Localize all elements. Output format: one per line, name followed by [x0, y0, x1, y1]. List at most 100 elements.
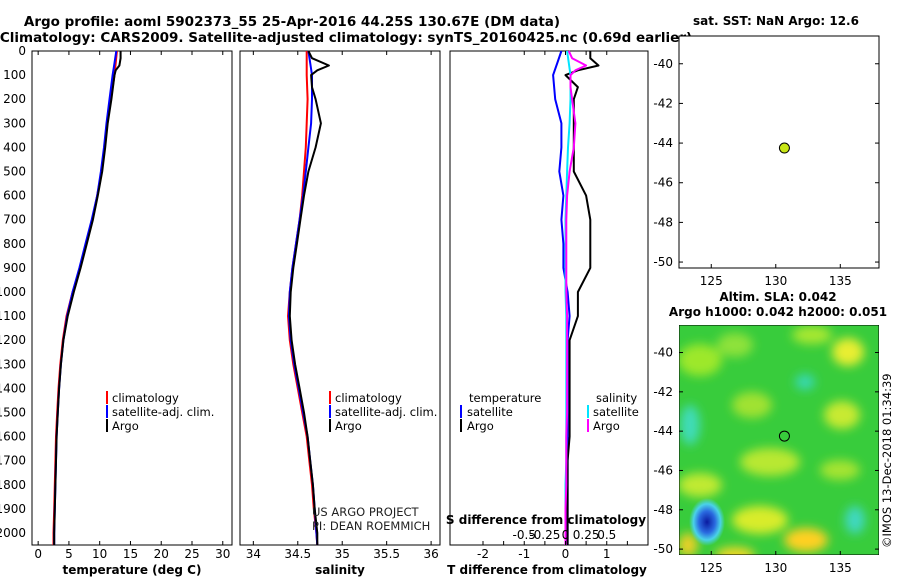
credit-project: US ARGO PROJECT [312, 505, 420, 519]
depth-tick-label: 600 [3, 189, 26, 203]
map-y-tick-label: -46 [653, 176, 673, 190]
depth-tick-label: 1700 [0, 454, 26, 468]
imos-timestamp: ©IMOS 13-Dec-2018 01:34:39 [880, 373, 894, 548]
depth-tick-label: 500 [3, 164, 26, 178]
legend-s-satellite-label: satellite [593, 405, 639, 419]
temperature-x-label: temperature (deg C) [63, 563, 202, 577]
sla-patch [679, 473, 722, 497]
map-y-tick-label: -48 [653, 215, 673, 229]
map-y-tick-label: -50 [653, 542, 673, 556]
title-line-1: Argo profile: aoml 5902373_55 25-Apr-201… [24, 14, 560, 30]
sla-patch [820, 460, 860, 480]
s-diff-tick-label: -0.25 [529, 528, 560, 542]
depth-axis: 0 100 200 300 400 500 600 700 800 900 1000 1100 1200… [0, 44, 648, 540]
sla-patch [679, 344, 722, 376]
map-x-tick-label: 135 [829, 274, 852, 288]
map-y-tick-label: -46 [653, 463, 673, 477]
sst-map: sat. SST: NaN Argo: 12.6 125 130 135 -40 -42… [653, 14, 880, 288]
credit-pi: PI: DEAN ROEMMICH [312, 519, 430, 533]
depth-tick-label: 1900 [0, 502, 26, 516]
series-line-argo [53, 51, 122, 545]
temperature-tick-label: 20 [154, 547, 169, 561]
difference-plot-frame [449, 50, 649, 546]
legend-t-argo-label: Argo [467, 419, 494, 433]
sla-patch [740, 448, 800, 476]
salinity-tick-label: 34.5 [284, 547, 311, 561]
s-diff-tick-label: 0 [562, 528, 570, 542]
legend-climatology-label: climatology [112, 391, 179, 405]
depth-tick-label: 1200 [0, 333, 26, 347]
temperature-plot-frame [31, 50, 233, 546]
map-y-tick-label: -40 [653, 346, 673, 360]
temperature-legend: climatology satellite-adj. clim. Argo [106, 391, 214, 433]
sla-map: Altim. SLA: 0.042 Argo h1000: 0.042 h200… [653, 290, 894, 575]
salinity-plot-frame [239, 50, 441, 546]
legend-argo-label: Argo [335, 419, 362, 433]
salinity-tick-label: 35 [335, 547, 350, 561]
argo-position-marker [778, 142, 790, 154]
map-y-tick-label: -42 [653, 385, 673, 399]
temperature-tick-label: 10 [92, 547, 107, 561]
salinity-panel: 34 34.5 35 35.5 36 salinity climatology sate… [239, 50, 441, 577]
depth-tick-label: 100 [3, 68, 26, 82]
salinity-x-ticks: 34 34.5 35 35.5 36 [246, 51, 439, 561]
sla-patch [715, 547, 755, 555]
t-diff-tick-label: -1 [518, 547, 530, 561]
map-x-tick-label: 130 [764, 274, 787, 288]
map-y-tick-label: -44 [653, 424, 673, 438]
sla-heatmap [679, 325, 879, 555]
depth-tick-label: 1000 [0, 285, 26, 299]
sla-patch [832, 338, 864, 366]
temperature-panel: 0 5 10 15 20 25 30 temperature (deg C) climato… [31, 50, 233, 577]
depth-tick-label: 900 [3, 261, 26, 275]
sla-patch [679, 533, 698, 555]
salinity-tick-label: 36 [423, 547, 438, 561]
depth-tick-label: 200 [3, 92, 26, 106]
salinity-x-label: salinity [315, 563, 365, 577]
temperature-tick-label: 5 [65, 547, 73, 561]
sla-map-ticks: 125 130 135 -40 -42 -44 -46 -48 -50 [653, 346, 879, 575]
depth-tick-label: 1400 [0, 381, 26, 395]
difference-panel: -2 -1 0 1 -0.5-0.25 0 0.250.5 S difference fr… [446, 50, 649, 577]
sla-patch [795, 374, 815, 390]
legend-temperature-title: temperature [469, 391, 541, 405]
temperature-tick-label: 30 [215, 547, 230, 561]
map-y-tick-label: -40 [653, 57, 673, 71]
temperature-tick-label: 25 [184, 547, 199, 561]
depth-tick-label: 1600 [0, 430, 26, 444]
difference-legend: temperature satellite Argo salinity sate… [460, 391, 639, 433]
series-line-temperature-argo [564, 51, 600, 545]
depth-tick-label: 1500 [0, 405, 26, 419]
map-y-tick-label: -50 [653, 255, 673, 269]
depth-tick-label: 2000 [0, 526, 26, 540]
sla-map-title-1: Altim. SLA: 0.042 [719, 290, 836, 304]
sst-map-ticks: 125 130 135 -40 -42 -44 -46 -48 -50 [653, 57, 879, 288]
legend-t-satellite-label: satellite [467, 405, 513, 419]
salinity-legend: climatology satellite-adj. clim. Argo [329, 391, 437, 433]
s-difference-ticks: -0.5-0.25 0 0.250.5 [513, 51, 616, 542]
sla-map-title-2: Argo h1000: 0.042 h2000: 0.051 [669, 305, 887, 319]
t-diff-tick-label: -2 [477, 547, 489, 561]
sla-patch [784, 528, 828, 552]
depth-tick-label: 1800 [0, 478, 26, 492]
s-difference-label: S difference from climatology [446, 513, 646, 527]
legend-satellite-label: satellite-adj. clim. [112, 405, 214, 419]
t-difference-label: T difference from climatology [447, 563, 647, 577]
s-diff-tick-label: 0.25 [573, 528, 600, 542]
salinity-tick-label: 34 [246, 547, 261, 561]
sst-map-frame [678, 35, 880, 269]
difference-profile-lines [552, 50, 600, 545]
map-x-tick-label: 130 [764, 561, 787, 575]
sla-patch [792, 326, 832, 344]
t-diff-tick-label: 1 [603, 547, 611, 561]
legend-argo-label: Argo [112, 419, 139, 433]
legend-salinity-title: salinity [596, 391, 637, 405]
temperature-tick-label: 15 [123, 547, 138, 561]
sst-map-title: sat. SST: NaN Argo: 12.6 [693, 14, 859, 28]
depth-tick-label: 1300 [0, 357, 26, 371]
temperature-profile-lines [52, 50, 122, 545]
sla-patch [732, 506, 788, 534]
depth-tick-label: 800 [3, 237, 26, 251]
series-line-salinity-argo [564, 50, 588, 545]
